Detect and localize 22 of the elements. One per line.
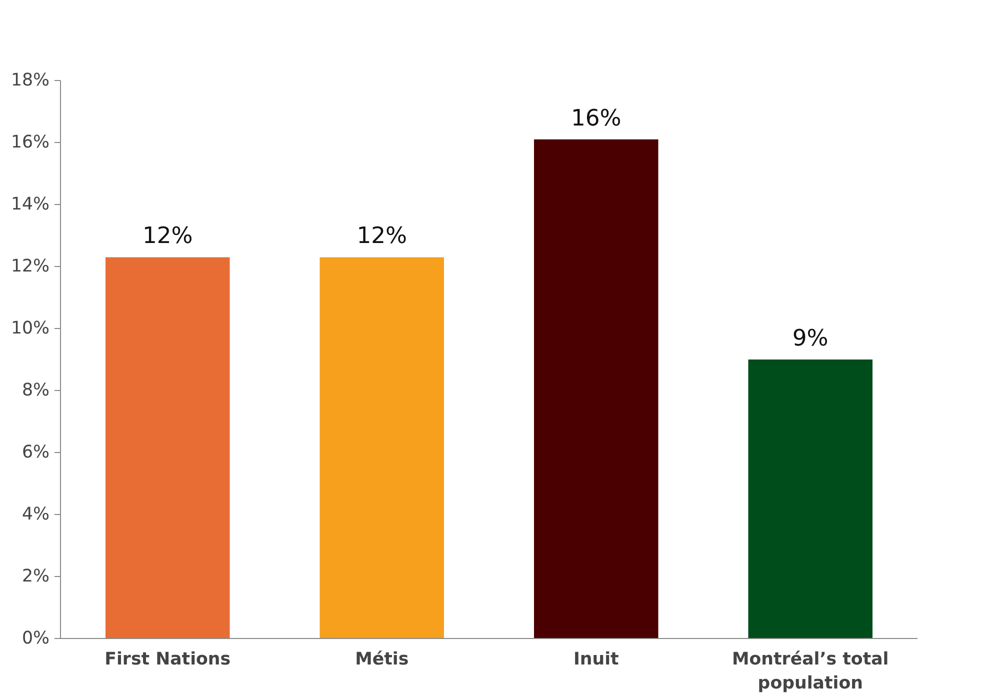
y-tick-label: 14% <box>10 194 50 214</box>
data-label: 16% <box>570 105 622 132</box>
y-tick-label: 0% <box>22 628 50 648</box>
y-tick-label: 4% <box>22 504 50 524</box>
y-tick-label: 8% <box>22 380 50 400</box>
x-tick-label: First Nations <box>104 650 231 670</box>
y-tick-label: 2% <box>22 566 50 586</box>
y-tick-label: 16% <box>10 132 50 152</box>
data-label: 12% <box>356 223 408 250</box>
bar <box>320 257 444 638</box>
y-tick-label: 10% <box>10 318 50 338</box>
bar <box>534 139 658 638</box>
x-tick-label: Montréal’s total population <box>732 650 889 694</box>
y-tick-label: 6% <box>22 442 50 462</box>
y-tick-label: 12% <box>10 256 50 276</box>
bar <box>105 257 230 638</box>
data-label: 9% <box>792 326 828 352</box>
bar <box>748 360 873 638</box>
y-tick-label: 18% <box>10 70 50 90</box>
data-label: 12% <box>142 223 193 250</box>
x-tick-label: Métis <box>355 650 409 670</box>
x-tick-label: Inuit <box>573 650 619 670</box>
